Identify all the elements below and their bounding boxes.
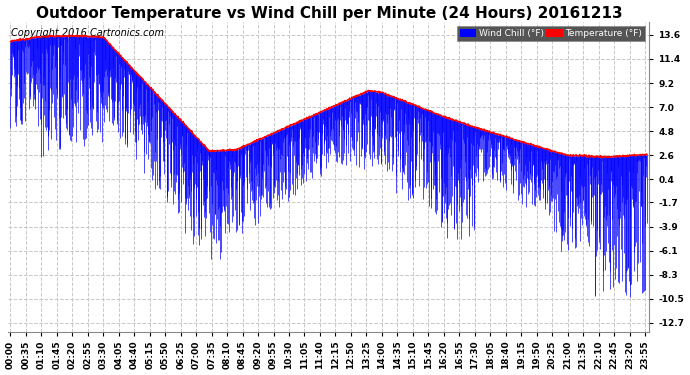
Title: Outdoor Temperature vs Wind Chill per Minute (24 Hours) 20161213: Outdoor Temperature vs Wind Chill per Mi… bbox=[35, 6, 622, 21]
Text: Copyright 2016 Cartronics.com: Copyright 2016 Cartronics.com bbox=[12, 28, 164, 38]
Legend: Wind Chill (°F), Temperature (°F): Wind Chill (°F), Temperature (°F) bbox=[457, 26, 645, 41]
